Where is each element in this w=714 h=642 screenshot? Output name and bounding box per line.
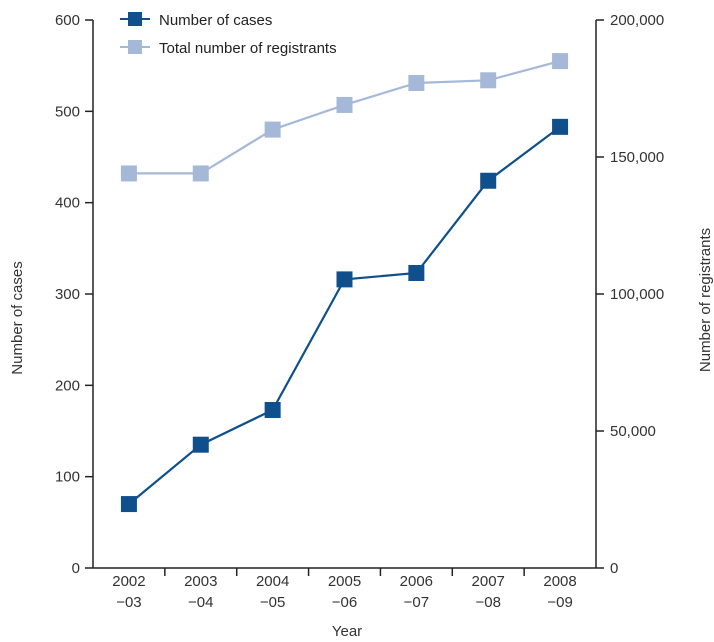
data-point-cases: [192, 436, 209, 453]
right-y-tick-label: 150,000: [610, 149, 664, 166]
x-tick-label-suffix: −03: [116, 594, 141, 611]
x-tick-label-suffix: −06: [332, 594, 357, 611]
data-point-cases: [264, 401, 281, 418]
data-point-cases: [552, 118, 569, 135]
x-tick-label-year: 2002: [112, 573, 145, 590]
x-tick-label-year: 2003: [184, 573, 217, 590]
x-axis-title: Year: [332, 623, 362, 640]
legend-item-cases: Number of cases: [120, 12, 272, 29]
data-point-cases: [408, 264, 425, 281]
legend-swatch-marker-cases: [128, 12, 142, 26]
data-point-registrants: [120, 165, 137, 182]
x-tick-label-year: 2008: [543, 573, 576, 590]
right-y-ticks: 0 50,000 100,000 150,000 200,000: [596, 12, 664, 577]
data-point-cases: [120, 496, 137, 513]
data-point-registrants: [336, 96, 353, 113]
x-tick-label-suffix: −07: [404, 594, 429, 611]
data-point-cases: [336, 271, 353, 288]
x-tick-label-year: 2006: [400, 573, 433, 590]
x-tick-label-year: 2007: [472, 573, 505, 590]
series-layer: [120, 53, 569, 513]
x-tick-label-year: 2005: [328, 573, 361, 590]
left-y-tick-label: 400: [55, 195, 80, 212]
left-y-tick-label: 300: [55, 286, 80, 303]
data-point-registrants: [408, 75, 425, 92]
legend-swatch-marker-registrants: [128, 40, 142, 54]
left-y-tick-label: 100: [55, 469, 80, 486]
left-y-tick-label: 0: [72, 560, 80, 577]
right-y-tick-label: 0: [610, 560, 618, 577]
x-tick-label-suffix: −05: [260, 594, 285, 611]
x-axis-ticks: 2002 −03 2003 −04 2004 −05 2005 −06 2006 −07 2007 −…: [112, 568, 577, 611]
x-tick-label-suffix: −09: [547, 594, 572, 611]
left-y-ticks: 0 100 200 300 400 500 600: [55, 12, 93, 577]
right-y-tick-label: 200,000: [610, 12, 664, 29]
right-y-tick-label: 50,000: [610, 423, 656, 440]
data-point-cases: [480, 172, 497, 189]
data-point-registrants: [264, 121, 281, 138]
data-point-registrants: [552, 53, 569, 70]
x-tick-label-suffix: −04: [188, 594, 213, 611]
legend-item-registrants: Total number of registrants: [120, 40, 337, 57]
x-tick-label-suffix: −08: [475, 594, 500, 611]
data-point-registrants: [480, 72, 497, 89]
legend-label-registrants: Total number of registrants: [159, 40, 337, 57]
left-y-axis-title: Number of cases: [9, 261, 26, 374]
legend: Number of cases Total number of registra…: [120, 12, 337, 57]
left-y-tick-label: 200: [55, 377, 80, 394]
left-y-tick-label: 600: [55, 12, 80, 29]
x-tick-label-year: 2004: [256, 573, 289, 590]
legend-label-cases: Number of cases: [159, 12, 272, 29]
data-point-registrants: [192, 165, 209, 182]
right-y-tick-label: 100,000: [610, 286, 664, 303]
right-y-axis-title: Number of registrants: [697, 228, 714, 372]
left-y-tick-label: 500: [55, 103, 80, 120]
